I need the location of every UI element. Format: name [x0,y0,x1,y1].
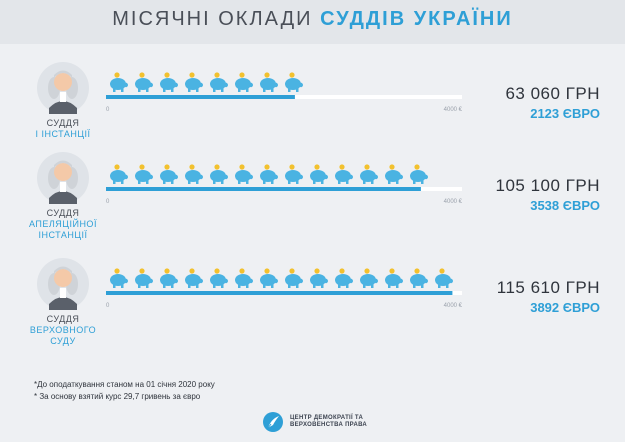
piggy-bank-icon [310,164,328,184]
judge-label-2: СУДДЯ АПЕЛЯЦІЙНОЇ ІНСТАНЦІЇ [20,208,106,241]
piggy-bank-icon [210,72,228,92]
judge-label-3-line2: ВЕРХОВНОГО [29,325,97,335]
piggy-bank-icon [185,268,203,288]
footnote-1: *До оподаткування станом на 01 січня 202… [34,380,215,389]
piggy-icons-3 [110,268,453,288]
axis-max-label-2: 4000 € [444,199,463,205]
title-part2: СУДДІВ УКРАЇНИ [320,8,513,30]
bar-fill-3 [106,291,453,295]
bar-track-3: 0 4000 € [106,268,463,309]
piggy-bank-icon [410,268,428,288]
judge-label-2-line2: АПЕЛЯЦІЙНОЇ [29,219,97,229]
amount-2: 105 100 ГРН 3538 ЄВРО [470,176,601,213]
judge-label-3: СУДДЯ ВЕРХОВНОГО СУДУ [20,314,106,347]
org-name-line1: ЦЕНТР ДЕМОКРАТІЇ ТА [290,415,364,421]
piggy-bank-icon [210,164,228,184]
judge-label-1-line1: СУДДЯ [46,118,80,128]
piggy-bank-icon [110,72,128,92]
piggy-bank-icon [435,268,453,288]
bar-fill-2 [106,187,421,191]
amount-uah-1: 63 060 ГРН [505,84,600,103]
piggy-bank-icon [210,268,228,288]
footnotes: *До оподаткування станом на 01 січня 202… [34,379,215,403]
footnote-2: * За основу взятий курс 29,7 гривень за … [34,392,201,401]
chart-row-3: СУДДЯ ВЕРХОВНОГО СУДУ 0 4000 € 115 610 Г… [0,258,625,358]
amount-eur-2: 3538 ЄВРО [530,198,600,213]
piggy-bank-icon [110,268,128,288]
chart-row-1: СУДДЯ І ІНСТАНЦІЇ 0 4000 € 63 060 ГРН 21… [0,62,625,162]
axis-min-label-1: 0 [106,107,110,113]
piggy-bank-icon [235,72,253,92]
piggy-bank-icon [260,268,278,288]
piggy-bank-icon [185,164,203,184]
piggy-bank-icon [160,268,178,288]
piggy-bank-icon [310,268,328,288]
judge-label-2-line1: СУДДЯ [46,208,80,218]
piggy-bank-icon [385,164,403,184]
chart-row-2: СУДДЯ АПЕЛЯЦІЙНОЇ ІНСТАНЦІЇ 0 4000 € 105… [0,152,625,252]
piggy-bank-icon [335,268,353,288]
piggy-bank-icon [360,268,378,288]
axis-min-label-3: 0 [106,303,110,309]
judge-label-2-line3: ІНСТАНЦІЇ [38,230,88,240]
org-logo: ЦЕНТР ДЕМОКРАТІЇ ТА ВЕРХОВЕНСТВА ПРАВА [262,410,367,434]
bar-track-2: 0 4000 € [106,164,463,205]
piggy-bank-icon [285,268,303,288]
quill-logo-icon [263,412,283,432]
piggy-bank-icon [135,268,153,288]
judge-avatar-icon [37,62,89,114]
piggy-bank-icon [160,72,178,92]
piggy-bank-icon [235,164,253,184]
page-title: МІСЯЧНІ ОКЛАДИ СУДДІВ УКРАЇНИ [0,0,625,44]
bar-fill-1 [106,95,295,99]
axis-max-label-1: 4000 € [444,107,463,113]
amount-uah-3: 115 610 ГРН [496,278,600,297]
judge-avatar-icon [37,152,89,204]
axis-max-label-3: 4000 € [444,303,463,309]
piggy-bank-icon [185,72,203,92]
piggy-bank-icon [110,164,128,184]
piggy-bank-icon [160,164,178,184]
title-part1: МІСЯЧНІ ОКЛАДИ [112,8,313,30]
piggy-icons-1 [110,72,303,92]
amount-uah-2: 105 100 ГРН [495,176,600,195]
piggy-bank-icon [360,164,378,184]
amount-3: 115 610 ГРН 3892 ЄВРО [470,278,600,315]
piggy-bank-icon [410,164,428,184]
piggy-bank-icon [260,72,278,92]
piggy-icons-2 [110,164,428,184]
piggy-bank-icon [135,72,153,92]
amount-1: 63 060 ГРН 2123 ЄВРО [470,84,600,121]
judge-label-3-line1: СУДДЯ [46,314,80,324]
piggy-bank-icon [135,164,153,184]
piggy-bank-icon [285,72,303,92]
piggy-bank-icon [260,164,278,184]
piggy-bank-icon [335,164,353,184]
axis-min-label-2: 0 [106,199,110,205]
bar-track-1: 0 4000 € [106,72,463,113]
piggy-bank-icon [385,268,403,288]
org-name-line2: ВЕРХОВЕНСТВА ПРАВА [290,422,368,428]
judge-avatar-icon [37,258,89,310]
piggy-bank-icon [285,164,303,184]
judge-label-3-line3: СУДУ [50,336,76,346]
amount-eur-1: 2123 ЄВРО [530,106,600,121]
amount-eur-3: 3892 ЄВРО [530,300,600,315]
org-name: ЦЕНТР ДЕМОКРАТІЇ ТА ВЕРХОВЕНСТВА ПРАВА [290,415,367,429]
judge-label-1-line2: І ІНСТАНЦІЇ [35,129,91,139]
piggy-bank-icon [235,268,253,288]
judge-label-1: СУДДЯ І ІНСТАНЦІЇ [20,118,106,140]
